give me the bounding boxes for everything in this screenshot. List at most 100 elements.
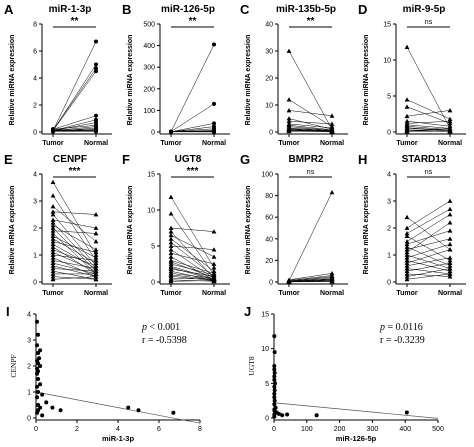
normal-point [211,254,217,259]
y-axis-label: Relative miRNA expression [245,35,252,126]
tumor-point [404,97,410,102]
y-axis-label: CENPF [9,354,18,377]
tumor-point [404,113,410,119]
y-axis-label: Relative mRNA expression [127,186,134,275]
y-tick-label: 500 [143,22,155,29]
tumor-point [50,241,56,247]
normal-point [211,261,217,266]
pair-line [288,128,333,132]
x-category-label: Tumor [42,290,64,297]
y-tick-label: 0 [151,280,155,287]
normal-point [93,266,99,271]
normal-point [93,249,99,255]
pair-line [170,213,215,275]
scatter-point [272,402,277,407]
scatter-point [272,374,277,379]
panel-title: miR-126-5p [161,4,215,15]
pair-line [52,243,97,269]
normal-point [447,108,453,113]
pair-line [52,270,97,280]
tumor-point [50,228,56,233]
y-tick-label: 8 [33,22,37,29]
tumor-point [50,236,56,241]
y-tick-label: 3 [27,338,31,345]
pair-line [170,227,215,232]
x-tick-label: 2 [75,426,79,433]
tumor-point [50,271,56,276]
scatter-point [272,398,277,403]
tumor-point [404,225,410,230]
tumor-point [404,128,410,134]
tumor-point [50,258,56,263]
normal-point [447,236,453,241]
x-tick-label: 0 [272,426,276,433]
pair-line [170,234,215,258]
tumor-point [404,258,410,263]
panel-j: J 0 5 10 15 0 100 200 300 400 500 miR-126-5p UGT8 p =… [244,304,444,443]
scatter-point [285,412,290,417]
pair-line [288,273,333,281]
tumor-point [50,263,56,268]
pair-line [288,275,333,281]
scatter-point [272,350,277,355]
correlation-panels: I 0 1 2 3 4 0 2 4 6 8 miR-1-3p CENPF p < 0.001 r = -0.… [6,304,444,443]
scatter-point [272,414,277,419]
tumor-point [404,239,410,244]
pair-line [52,41,97,131]
y-tick-label: 10 [383,58,391,65]
pair-line [406,262,451,272]
pair-line [52,257,97,277]
x-category-label: Normal [202,140,226,147]
pair-line [52,268,97,272]
normal-point [447,274,453,279]
y-tick-label: 4 [387,172,391,179]
x-category-label: Tumor [396,140,418,147]
normal-point [93,212,99,217]
normal-point [447,228,453,233]
significance-label: ns [425,169,433,176]
pair-line [406,249,451,264]
x-category-label: Tumor [160,290,182,297]
tumor-point [404,249,410,255]
pair-line [52,115,97,130]
tumor-point [168,266,174,271]
scatter-point [44,400,49,405]
pair-line [52,246,97,275]
tumor-point [168,211,174,216]
tumor-point [404,44,410,49]
scatter-point [40,413,45,418]
normal-point [329,270,335,276]
tumor-point [168,261,174,266]
tumor-point [286,279,292,284]
y-axis-label: Relative mRNA expression [363,186,370,275]
panel-label: I [6,304,10,319]
scatter-point [272,370,277,375]
pair-line [170,196,215,268]
tumor-point [404,268,410,274]
pair-line [52,254,97,261]
tumor-point [168,236,174,241]
scatter-point [171,410,176,415]
tumor-point [50,268,56,274]
normal-point [93,263,99,268]
x-tick-label: 100 [301,426,313,433]
x-category-label: Tumor [278,140,300,147]
pair-line [406,214,451,242]
r-value-label: r = -0.3239 [380,335,425,346]
y-tick-label: 10 [147,208,155,215]
panel-title: miR-9-5p [403,4,446,15]
tumor-point [168,243,174,248]
y-tick-label: 2 [33,226,37,233]
pair-line [288,110,333,117]
x-category-label: Tumor [278,290,300,297]
pair-line [170,103,215,132]
scatter-point [314,413,319,418]
panel-title: BMPR2 [288,154,323,165]
y-tick-label: 0 [387,130,391,137]
y-tick-label: 15 [147,172,155,179]
panel-e: E CENPF Relative mRNA expression 0 1 2 3 4 Tumor… [4,152,112,297]
panel-title: miR-1-3p [49,4,92,15]
pair-line [170,260,215,274]
